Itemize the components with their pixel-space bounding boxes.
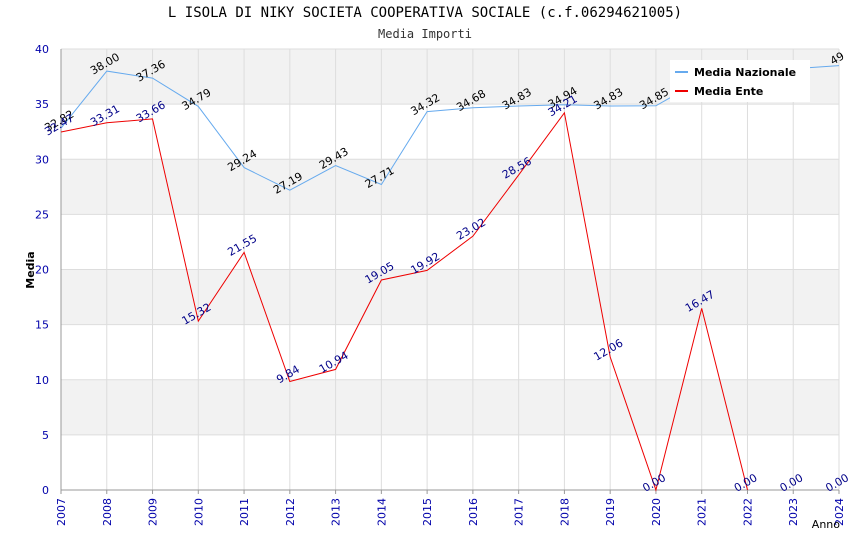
x-tick-label: 2016 [467,498,480,526]
series-line-media-ente [60,111,748,492]
x-tick-label: 2023 [787,498,800,526]
data-label: 49 [828,49,847,67]
y-tick-label: 30 [35,153,49,166]
x-tick-label: 2014 [375,498,388,526]
y-tick-label: 15 [35,319,49,332]
y-tick-label: 10 [35,374,49,387]
x-tick-label: 2019 [604,498,617,526]
x-tick-label: 2010 [192,498,205,526]
chart-title: L ISOLA DI NIKY SOCIETA COOPERATIVA SOCI… [167,5,683,21]
x-tick-label: 2021 [696,498,709,526]
x-tick-label: 2012 [284,498,297,526]
legend-label: Media Nazionale [694,66,796,79]
legend-box [670,60,810,102]
y-tick-label: 0 [42,484,49,497]
grid-band [61,214,839,270]
chart-subtitle: Media Importi [378,27,472,41]
x-tick-label: 2015 [421,498,434,526]
grid-band [61,104,839,160]
x-tick-label: 2011 [238,498,251,526]
x-tick-label: 2020 [650,498,663,526]
x-tick-label: 2024 [833,498,846,526]
x-tick-label: 2018 [558,498,571,526]
x-tick-label: 2017 [513,498,526,526]
x-tick-label: 2013 [330,498,343,526]
y-axis-title: Media [24,251,37,288]
y-tick-label: 20 [35,264,49,277]
x-tick-label: 2009 [147,498,160,526]
grid-band [61,324,839,380]
y-tick-label: 40 [35,43,49,56]
y-tick-label: 25 [35,208,49,221]
y-tick-label: 35 [35,98,49,111]
grid-band [61,269,839,325]
x-tick-label: 2008 [101,498,114,526]
grid-band [61,379,839,435]
x-tick-label: 2022 [741,498,754,526]
x-axis-title: Anno [812,518,840,531]
y-tick-label: 5 [42,429,49,442]
grid-band [61,159,839,215]
legend-label: Media Ente [694,85,763,98]
grid-band [61,434,839,490]
x-tick-label: 2007 [55,498,68,526]
